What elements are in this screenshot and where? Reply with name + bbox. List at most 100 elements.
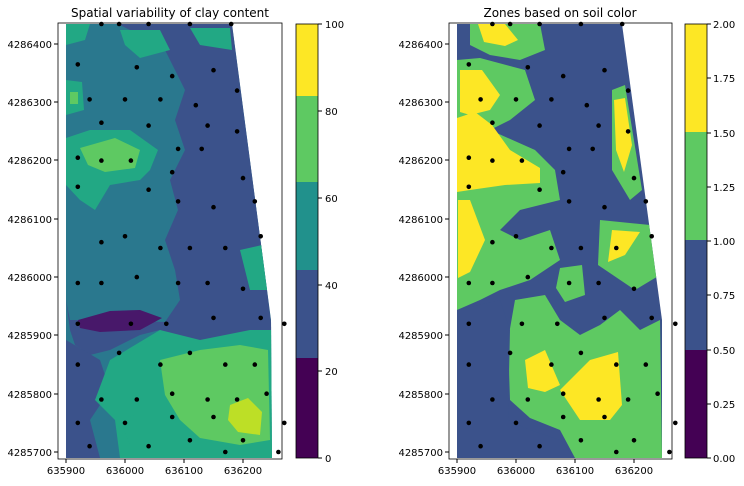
sample-point xyxy=(560,414,566,420)
sample-point xyxy=(223,362,228,367)
sample-point xyxy=(631,175,637,181)
clay-zone-20-40 xyxy=(66,24,272,355)
sample-point xyxy=(122,234,128,239)
colorbar-tick-label: 1.00 xyxy=(713,237,735,248)
soil-y-axis: 4286400 4286300 4286200 4286100 4286000 … xyxy=(398,40,449,459)
sample-point xyxy=(252,362,258,367)
sample-point xyxy=(625,397,631,402)
sample-point xyxy=(466,321,472,327)
sample-point xyxy=(578,21,584,27)
y-tick-label: 4286000 xyxy=(398,273,443,284)
sample-point xyxy=(614,245,619,251)
y-tick-label: 4285800 xyxy=(7,390,52,401)
sample-point xyxy=(75,321,81,327)
sample-point xyxy=(537,123,542,128)
sample-point xyxy=(566,280,572,286)
sample-point xyxy=(513,97,519,102)
sample-point xyxy=(199,146,204,152)
sample-point xyxy=(211,204,216,210)
sample-point xyxy=(566,199,572,204)
sample-point xyxy=(116,21,122,27)
sample-point xyxy=(619,21,625,27)
sample-point xyxy=(490,158,495,163)
sample-point xyxy=(99,21,104,27)
clay-chart-title: Spatial variability of clay content xyxy=(71,6,269,20)
y-tick-label: 4286000 xyxy=(7,273,52,284)
sample-point xyxy=(673,420,678,426)
clay-colorbar: 0 20 40 60 80 100 xyxy=(295,20,344,465)
y-tick-label: 4286400 xyxy=(398,40,443,51)
sample-point xyxy=(578,350,584,356)
sample-point xyxy=(519,158,525,163)
sample-point xyxy=(525,274,531,280)
sample-point xyxy=(596,397,601,402)
sample-point xyxy=(490,280,495,286)
sample-point xyxy=(602,67,607,73)
sample-point xyxy=(99,120,104,125)
sample-point xyxy=(128,321,134,327)
sample-point xyxy=(566,146,572,152)
clay-x-axis: 635900 636000 636100 636200 xyxy=(47,459,262,477)
sample-point xyxy=(75,420,81,426)
soil-chart-title: Zones based on soil color xyxy=(483,6,636,20)
sample-point xyxy=(75,62,81,67)
sample-point xyxy=(555,321,560,327)
sample-point xyxy=(537,187,542,192)
sample-point xyxy=(169,414,175,420)
sample-point xyxy=(490,239,495,245)
sample-point xyxy=(258,234,264,239)
sample-point xyxy=(466,420,472,426)
sample-point xyxy=(175,199,181,204)
x-tick-label: 636100 xyxy=(556,466,594,477)
sample-point xyxy=(602,414,607,420)
y-tick-label: 4286300 xyxy=(7,98,52,109)
sample-point xyxy=(282,321,287,327)
sample-point xyxy=(578,245,584,251)
sample-point xyxy=(234,129,240,134)
sample-point xyxy=(87,443,92,449)
sample-point xyxy=(490,21,495,27)
sample-point xyxy=(258,315,264,321)
sample-point xyxy=(169,73,175,79)
sample-point xyxy=(234,88,240,93)
sample-point xyxy=(240,286,246,292)
colorbar-tick-label: 1.50 xyxy=(713,129,735,140)
colorbar-tick-label: 20 xyxy=(325,367,338,378)
sample-point xyxy=(99,158,104,163)
sample-point xyxy=(631,286,637,292)
y-tick-label: 4286100 xyxy=(398,215,443,226)
sample-point xyxy=(525,65,531,70)
sample-point xyxy=(205,280,210,286)
clay-zone-0-20 xyxy=(78,310,162,332)
clay-content-panel: Spatial variability of clay content 4286… xyxy=(7,6,344,477)
sample-point xyxy=(146,21,151,27)
sample-point xyxy=(466,62,472,67)
sample-point xyxy=(134,274,140,280)
sample-point xyxy=(673,321,678,327)
x-tick-label: 635900 xyxy=(438,466,476,477)
colorbar-tick-label: 40 xyxy=(325,281,338,292)
clay-contour-fill xyxy=(66,24,272,458)
sample-point xyxy=(602,204,607,210)
sample-point xyxy=(223,245,228,251)
sample-point xyxy=(223,449,228,455)
sample-point xyxy=(625,129,631,134)
sample-point xyxy=(560,391,566,397)
sample-point xyxy=(614,362,619,367)
sample-point xyxy=(158,245,163,251)
y-tick-label: 4285900 xyxy=(398,331,443,342)
sample-point xyxy=(99,397,104,402)
sample-point xyxy=(519,321,525,327)
clay-y-axis: 4286400 4286300 4286200 4286100 4286000 … xyxy=(7,40,58,459)
colorbar-tick-label: 2.00 xyxy=(713,20,735,31)
sample-point xyxy=(590,146,595,152)
sample-point xyxy=(211,67,216,73)
sample-point xyxy=(596,280,601,286)
colorbar-tick-label: 80 xyxy=(325,107,338,118)
sample-point xyxy=(116,350,122,356)
sample-point xyxy=(164,321,169,327)
sample-point xyxy=(490,397,495,402)
x-tick-label: 636000 xyxy=(497,466,535,477)
sample-point xyxy=(187,21,193,27)
sample-point xyxy=(134,397,140,402)
